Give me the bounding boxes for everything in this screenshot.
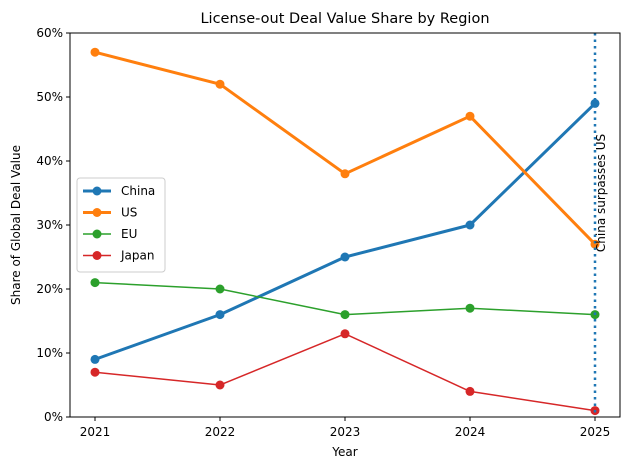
y-tick-label: 50% <box>36 90 63 104</box>
data-point-eu <box>90 278 100 288</box>
x-tick-label: 2023 <box>330 425 361 439</box>
data-point-china <box>590 98 600 108</box>
legend-label-eu: EU <box>121 227 137 241</box>
data-point-japan <box>90 367 100 377</box>
y-tick-label: 60% <box>36 26 63 40</box>
data-point-us <box>590 239 600 249</box>
data-point-china <box>90 354 100 364</box>
series-line-us <box>94 50 597 246</box>
data-point-japan <box>465 386 475 396</box>
series-line-china <box>94 102 597 361</box>
x-tick-label: 2024 <box>455 425 486 439</box>
data-point-china <box>340 252 350 262</box>
plot-area-frame <box>69 32 621 418</box>
y-tick-label: 20% <box>36 282 63 296</box>
data-point-us <box>215 79 225 89</box>
series-line-eu <box>94 281 596 316</box>
legend-label-china: China <box>121 184 155 198</box>
legend: China US EU Japan <box>76 177 166 273</box>
data-point-us <box>465 111 475 121</box>
x-tick-label: 2025 <box>580 425 611 439</box>
data-point-us <box>90 47 100 57</box>
y-axis-title: Share of Global Deal Value <box>9 145 23 305</box>
chart-title: License-out Deal Value Share by Region <box>200 11 489 27</box>
data-point-eu <box>215 284 225 294</box>
legend-marker-eu <box>92 229 102 239</box>
y-tick-label: 0% <box>44 410 63 424</box>
data-point-us <box>340 169 350 179</box>
x-tick-label: 2021 <box>80 425 111 439</box>
legend-label-us: US <box>121 206 137 220</box>
legend-box <box>76 177 166 273</box>
data-point-eu <box>340 310 350 320</box>
legend-marker-us <box>92 208 102 217</box>
data-point-japan <box>340 329 350 339</box>
data-point-japan <box>215 380 225 390</box>
data-point-china <box>465 220 475 230</box>
y-tick-label: 30% <box>36 218 63 232</box>
x-tick-label: 2022 <box>205 425 236 439</box>
annotation-label: China surpasses US <box>594 134 608 252</box>
legend-marker-japan <box>92 251 102 260</box>
series-line-japan <box>94 333 596 412</box>
y-tick-label: 10% <box>36 346 63 360</box>
x-axis-title: Year <box>331 445 357 459</box>
y-tick-label: 40% <box>36 154 63 168</box>
data-point-eu <box>465 303 475 313</box>
legend-marker-china <box>92 186 102 196</box>
legend-label-japan: Japan <box>120 249 154 263</box>
data-point-china <box>215 310 225 320</box>
